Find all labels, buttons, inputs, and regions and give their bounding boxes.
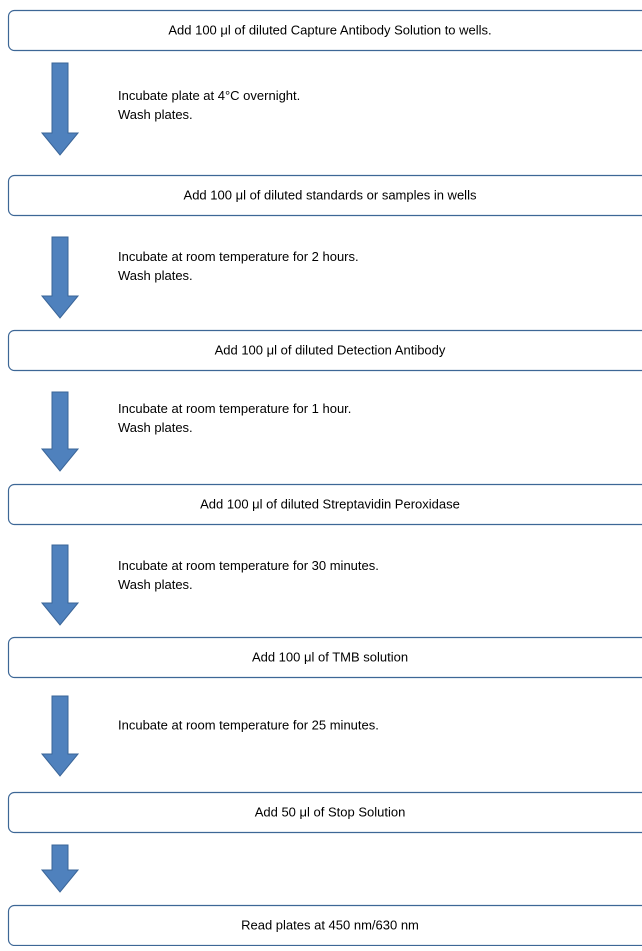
down-arrow: [42, 696, 78, 776]
transition-note: Wash plates.: [118, 577, 193, 592]
transition-note: Incubate at room temperature for 25 minu…: [118, 717, 379, 732]
transition-note: Incubate plate at 4°C overnight.: [118, 88, 300, 103]
transition-note: Incubate at room temperature for 2 hours…: [118, 249, 359, 264]
transition-note: Wash plates.: [118, 107, 193, 122]
transition-note: Incubate at room temperature for 30 minu…: [118, 558, 379, 573]
down-arrow: [42, 545, 78, 625]
step-label: Add 50 μl of Stop Solution: [255, 804, 406, 819]
down-arrow: [42, 392, 78, 471]
step-label: Add 100 μl of diluted Streptavidin Perox…: [200, 496, 460, 511]
down-arrow: [42, 237, 78, 318]
transition-note: Wash plates.: [118, 420, 193, 435]
step-label: Add 100 μl of diluted Capture Antibody S…: [168, 22, 491, 37]
step-label: Read plates at 450 nm/630 nm: [241, 917, 419, 932]
transition-note: Wash plates.: [118, 268, 193, 283]
down-arrow: [42, 63, 78, 155]
step-label: Add 100 μl of diluted standards or sampl…: [184, 187, 477, 202]
down-arrow: [42, 845, 78, 892]
step-label: Add 100 μl of diluted Detection Antibody: [215, 342, 446, 357]
step-label: Add 100 μl of TMB solution: [252, 649, 408, 664]
transition-note: Incubate at room temperature for 1 hour.: [118, 401, 351, 416]
